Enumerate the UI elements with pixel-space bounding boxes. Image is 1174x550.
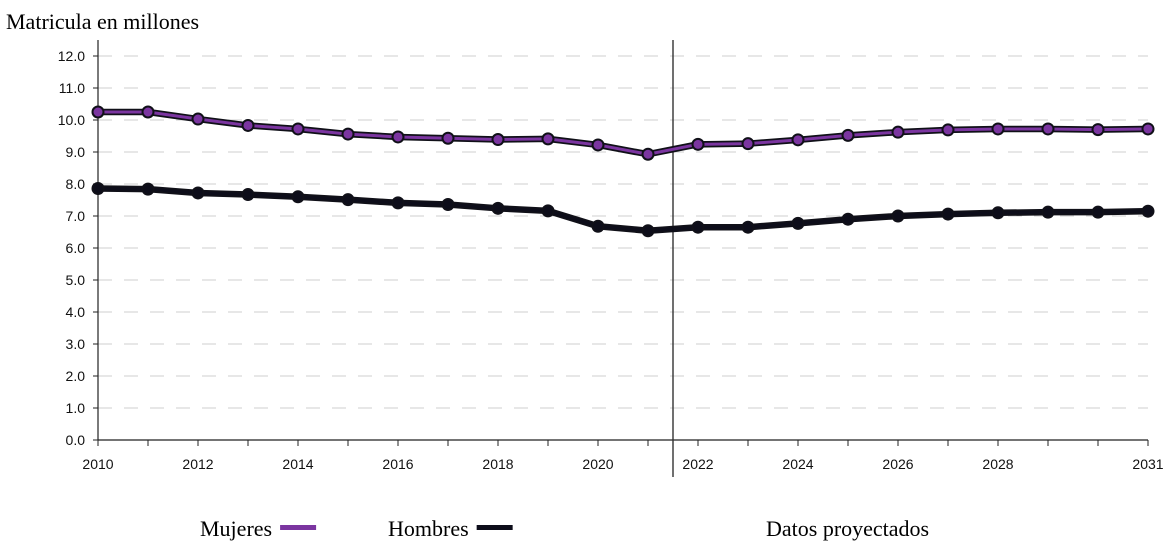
- data-point: [341, 193, 355, 207]
- x-tick-label: 2022: [682, 456, 713, 472]
- data-point: [841, 128, 855, 142]
- data-point: [1091, 205, 1105, 219]
- y-tick-label: 9.0: [66, 144, 86, 160]
- data-point: [941, 207, 955, 221]
- data-point: [91, 105, 105, 119]
- data-point: [541, 204, 555, 218]
- x-tick-label: 2014: [282, 456, 313, 472]
- data-point: [291, 122, 305, 136]
- data-point: [241, 188, 255, 202]
- data-point: [1141, 122, 1155, 136]
- legend: Mujeres Hombres Datos proyectados: [200, 516, 929, 541]
- data-point: [491, 133, 505, 147]
- data-point: [841, 212, 855, 226]
- y-tick-label: 12.0: [58, 48, 85, 64]
- x-tick-label: 2026: [882, 456, 913, 472]
- legend-label: Mujeres: [200, 516, 272, 541]
- x-tick-label: 2012: [182, 456, 213, 472]
- y-tick-label: 0.0: [66, 432, 86, 448]
- data-point: [991, 122, 1005, 136]
- data-point: [1041, 122, 1055, 136]
- y-tick-label: 2.0: [66, 368, 86, 384]
- data-point: [591, 138, 605, 152]
- y-tick-label: 7.0: [66, 208, 86, 224]
- data-point: [991, 206, 1005, 220]
- data-point: [441, 131, 455, 145]
- data-point: [391, 130, 405, 144]
- data-point: [141, 105, 155, 119]
- data-point: [91, 181, 105, 195]
- data-point: [741, 220, 755, 234]
- data-point: [791, 216, 805, 230]
- data-point: [641, 147, 655, 161]
- legend-swatch: [476, 525, 513, 530]
- x-tick-label: 2024: [782, 456, 813, 472]
- data-point: [141, 182, 155, 196]
- series-outline-mujeres: [98, 108, 1149, 158]
- data-point: [941, 123, 955, 137]
- data-point: [291, 190, 305, 204]
- data-point: [691, 220, 705, 234]
- data-point: [1041, 205, 1055, 219]
- projection-label: Datos proyectados: [766, 516, 929, 541]
- x-tick-label: 2031: [1132, 456, 1163, 472]
- data-point: [741, 137, 755, 151]
- axes: [97, 40, 1148, 441]
- data-point: [191, 186, 205, 200]
- data-point: [591, 219, 605, 233]
- y-tick-label: 8.0: [66, 176, 86, 192]
- data-point: [441, 197, 455, 211]
- legend-label: Hombres: [388, 516, 469, 541]
- data-point: [691, 137, 705, 151]
- y-tick-label: 6.0: [66, 240, 86, 256]
- y-tick-label: 3.0: [66, 336, 86, 352]
- y-tick-label: 4.0: [66, 304, 86, 320]
- x-tick-label: 2018: [482, 456, 513, 472]
- x-axis-ticks: 2010 2012 2014 2016 2018 2020 2022 2024 2026 2028…: [82, 440, 1164, 472]
- data-point: [891, 125, 905, 139]
- grid-lines: [98, 55, 1148, 409]
- series-layer: [91, 105, 1155, 238]
- data-point: [341, 127, 355, 141]
- x-tick-label: 2016: [382, 456, 413, 472]
- data-point: [1141, 204, 1155, 218]
- data-point: [391, 196, 405, 210]
- x-tick-label: 2020: [582, 456, 613, 472]
- data-point: [191, 112, 205, 126]
- series-line-hombres: [97, 186, 1149, 233]
- y-tick-label: 10.0: [58, 112, 85, 128]
- data-point: [891, 209, 905, 223]
- data-point: [491, 201, 505, 215]
- y-tick-label: 1.0: [66, 400, 86, 416]
- x-tick-label: 2028: [982, 456, 1013, 472]
- legend-swatch: [280, 525, 317, 530]
- y-tick-label: 11.0: [59, 80, 85, 96]
- data-point: [541, 132, 555, 146]
- y-axis-ticks: 0.0 1.0 2.0 3.0 4.0 5.0 6.0 7.0 8.0 9.0 10.0 11.0 12…: [58, 48, 98, 448]
- data-point: [791, 133, 805, 147]
- x-tick-label: 2010: [82, 456, 113, 472]
- data-point: [641, 224, 655, 238]
- data-point: [1091, 123, 1105, 137]
- y-tick-label: 5.0: [66, 272, 86, 288]
- y-axis-label: Matricula en millones: [6, 9, 199, 34]
- series-line-mujeres: [98, 110, 1149, 156]
- data-point: [241, 118, 255, 132]
